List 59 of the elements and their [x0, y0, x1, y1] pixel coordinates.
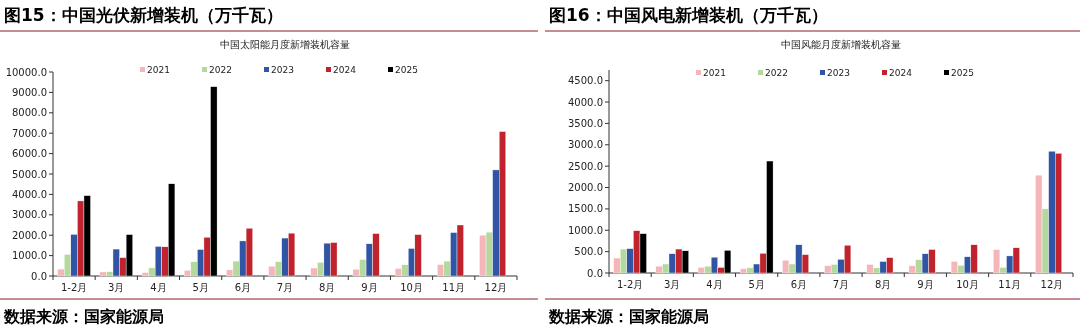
legend-label: 2024	[333, 65, 357, 75]
y-tick-label: 8000.0	[12, 107, 47, 119]
legend-label: 2025	[951, 68, 974, 78]
y-tick-label: 3000.0	[568, 139, 603, 151]
x-tick-label: 12月	[484, 282, 508, 293]
legend-label: 2021	[703, 68, 726, 78]
x-tick-label: 7月	[276, 282, 294, 293]
y-tick-label: 10000.0	[5, 66, 47, 78]
y-tick-label: 4500.0	[568, 75, 603, 87]
y-tick-label: 5000.0	[12, 168, 47, 180]
y-tick-label: 2000.0	[12, 229, 47, 241]
x-tick-label: 11月	[442, 282, 466, 293]
y-tick-label: 4000.0	[568, 96, 603, 108]
x-tick-label: 6月	[234, 282, 252, 293]
source-note: 数据来源：国家能源局	[3, 307, 164, 326]
chart-title: 图15：中国光伏新增装机（万千瓦）	[4, 5, 283, 25]
y-tick-label: 0.0	[587, 267, 603, 279]
y-tick-label: 0.0	[31, 270, 47, 282]
y-tick-label: 6000.0	[12, 148, 47, 160]
y-tick-label: 1000.0	[12, 250, 47, 262]
y-tick-label: 2500.0	[568, 160, 603, 172]
y-tick-label: 500.0	[574, 246, 603, 258]
legend-label: 2022	[209, 65, 232, 75]
legend-label: 2024	[889, 68, 913, 78]
x-tick-label: 5月	[192, 282, 209, 293]
legend-label: 2025	[395, 65, 418, 75]
y-tick-label: 1000.0	[568, 224, 603, 236]
y-tick-label: 9000.0	[12, 86, 47, 98]
x-tick-label: 5月	[748, 279, 765, 290]
x-tick-label: 10月	[956, 279, 979, 290]
legend-label: 2023	[271, 65, 294, 75]
legend-label: 2021	[147, 65, 170, 75]
x-tick-label: 8月	[318, 282, 336, 293]
x-tick-label: 4月	[706, 279, 723, 290]
x-tick-label: 7月	[832, 279, 850, 290]
y-tick-label: 3000.0	[12, 209, 47, 221]
legend-label: 2023	[827, 68, 850, 78]
x-tick-label: 10月	[400, 282, 423, 293]
chart-title: 图16：中国风电新增装机（万千瓦）	[549, 5, 828, 25]
y-tick-label: 7000.0	[12, 127, 47, 139]
x-tick-label: 1-2月	[60, 282, 88, 293]
x-tick-label: 9月	[917, 279, 934, 290]
x-tick-label: 12月	[1040, 279, 1064, 290]
x-tick-label: 6月	[790, 279, 808, 290]
x-tick-label: 3月	[108, 282, 125, 293]
x-tick-label: 3月	[664, 279, 681, 290]
x-tick-label: 1-2月	[616, 279, 644, 290]
chart-subtitle: 中国风能月度新增装机容量	[781, 39, 901, 50]
x-tick-label: 4月	[150, 282, 167, 293]
x-tick-label: 9月	[361, 282, 378, 293]
source-note: 数据来源：国家能源局	[548, 307, 709, 326]
x-tick-label: 8月	[874, 279, 892, 290]
y-tick-label: 4000.0	[12, 188, 47, 200]
chart-subtitle: 中国太阳能月度新增装机容量	[220, 39, 350, 50]
y-tick-label: 2000.0	[568, 182, 603, 194]
x-tick-label: 11月	[998, 279, 1022, 290]
legend-label: 2022	[765, 68, 788, 78]
y-tick-label: 1500.0	[568, 203, 603, 215]
y-tick-label: 3500.0	[568, 117, 603, 129]
